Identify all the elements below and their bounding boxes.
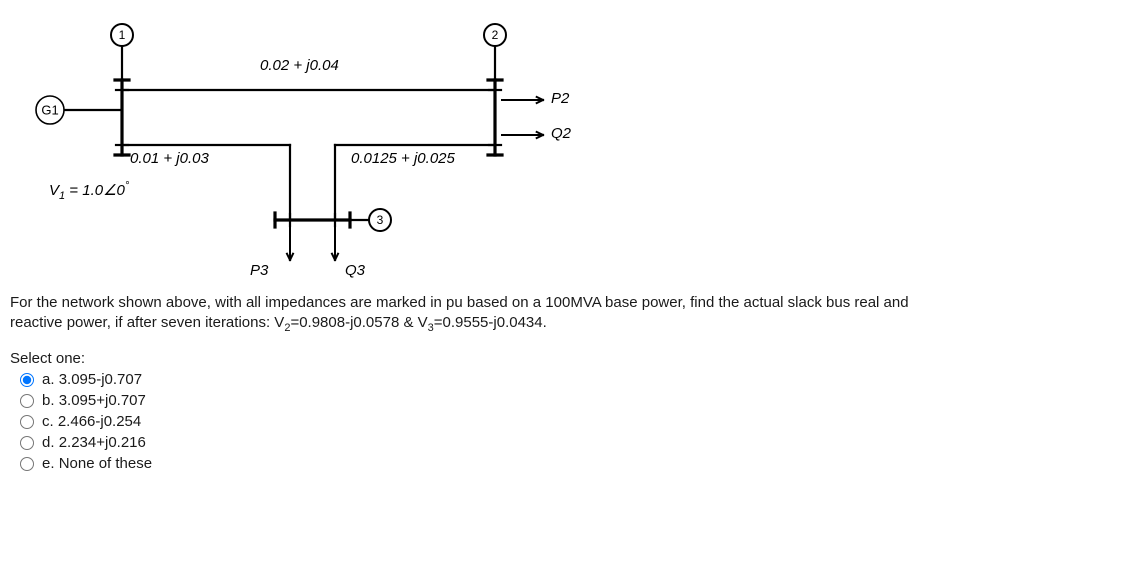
- svg-text:G1: G1: [41, 103, 58, 118]
- question-line2-mid: =0.9808-j0.0578 & V: [290, 314, 427, 331]
- label-z23: 0.0125 + j0.025: [351, 150, 455, 167]
- option-e-radio[interactable]: [20, 457, 34, 471]
- svg-text:2: 2: [492, 28, 499, 42]
- option-e[interactable]: e. None of these: [10, 455, 1133, 472]
- option-a-radio[interactable]: [20, 373, 34, 387]
- label-z12: 0.02 + j0.04: [260, 57, 339, 74]
- option-d[interactable]: d. 2.234+j0.216: [10, 434, 1133, 451]
- diagram-svg: G1 1 2 3: [15, 5, 635, 285]
- option-e-text: None of these: [59, 455, 152, 472]
- option-b-text: 3.095+j0.707: [59, 392, 146, 409]
- svg-text:1: 1: [119, 28, 126, 42]
- option-c-radio[interactable]: [20, 415, 34, 429]
- svg-text:3: 3: [377, 213, 384, 227]
- label-p3: P3: [250, 262, 268, 279]
- option-a-letter: a.: [42, 371, 55, 388]
- option-b-radio[interactable]: [20, 394, 34, 408]
- label-q2: Q2: [551, 125, 571, 142]
- option-d-text: 2.234+j0.216: [59, 434, 146, 451]
- option-d-letter: d.: [42, 434, 55, 451]
- option-c-text: 2.466-j0.254: [58, 413, 141, 430]
- question-line1: For the network shown above, with all im…: [10, 294, 909, 311]
- option-b[interactable]: b. 3.095+j0.707: [10, 392, 1133, 409]
- label-v1-prefix: V: [49, 182, 59, 199]
- label-q3: Q3: [345, 262, 365, 279]
- question-text: For the network shown above, with all im…: [10, 293, 1123, 336]
- option-d-radio[interactable]: [20, 436, 34, 450]
- option-a-text: 3.095-j0.707: [59, 371, 142, 388]
- label-v1-sup: °: [125, 180, 129, 192]
- question-line2-prefix: reactive power, if after seven iteration…: [10, 314, 284, 331]
- option-e-letter: e.: [42, 455, 55, 472]
- question-line2-suffix: =0.9555-j0.0434.: [434, 314, 547, 331]
- select-one-label: Select one:: [10, 350, 1133, 367]
- options-group: a. 3.095-j0.707 b. 3.095+j0.707 c. 2.466…: [10, 371, 1133, 472]
- label-v1-mid: = 1.0∠0: [65, 182, 125, 199]
- power-network-diagram: G1 1 2 3 0.02 + j0.04 0.01 + j0.03 0.0125 +…: [15, 5, 635, 285]
- label-p2: P2: [551, 90, 569, 107]
- option-b-letter: b.: [42, 392, 55, 409]
- label-v1: V1 = 1.0∠0°: [49, 180, 129, 202]
- label-z13: 0.01 + j0.03: [130, 150, 209, 167]
- option-c-letter: c.: [42, 413, 54, 430]
- option-c[interactable]: c. 2.466-j0.254: [10, 413, 1133, 430]
- option-a[interactable]: a. 3.095-j0.707: [10, 371, 1133, 388]
